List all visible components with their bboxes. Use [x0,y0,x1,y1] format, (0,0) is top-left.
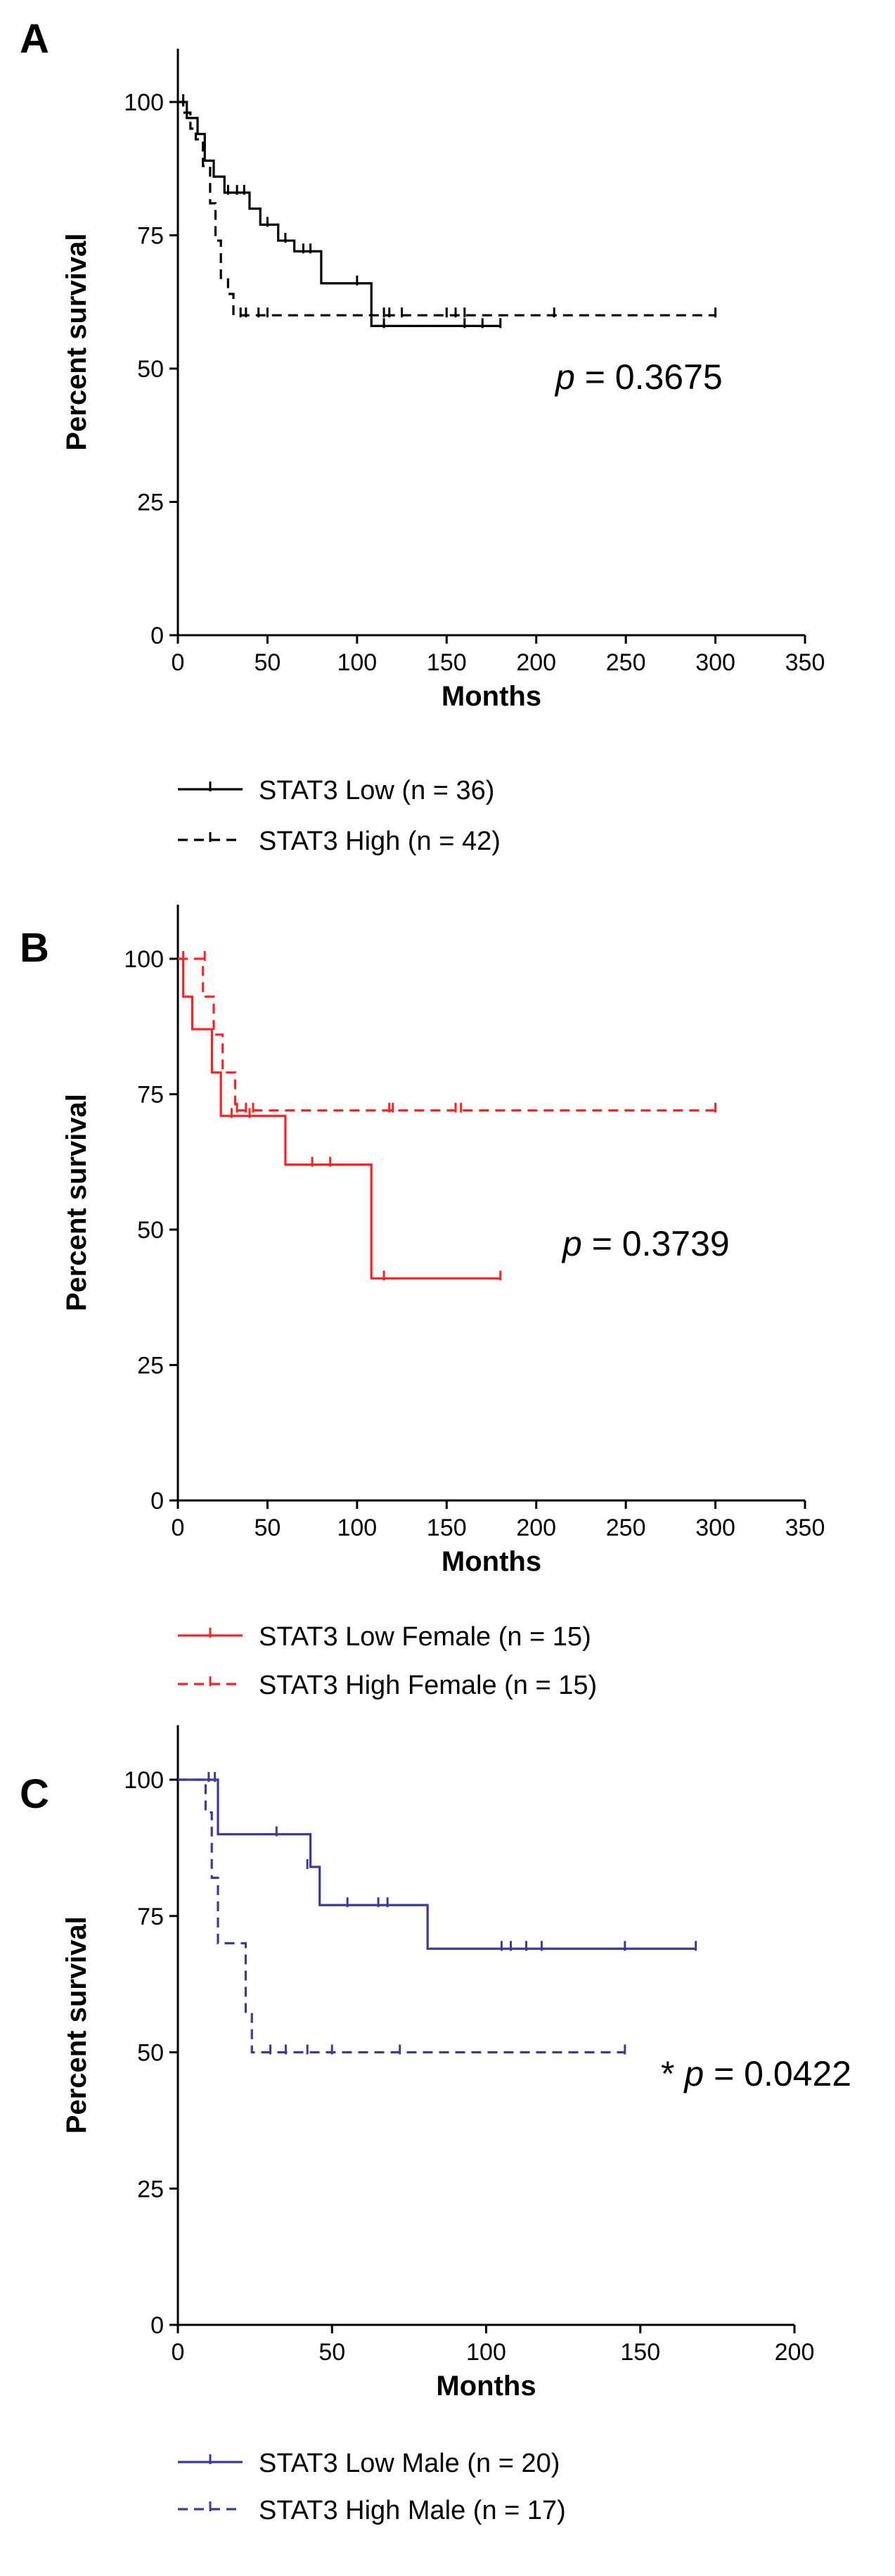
x-tick-label: 150 [620,2339,660,2366]
x-tick-label: 200 [516,1515,556,1541]
p-value-text: = 0.3675 [575,357,723,397]
survival-curve-2 [178,957,716,1112]
legend-label: STAT3 Low Male (n = 20) [259,2449,560,2478]
x-axis-label: Months [436,2371,536,2402]
x-tick-label: 200 [516,649,556,676]
x-tick-label: 250 [606,1515,646,1541]
x-tick-label: 50 [255,1515,281,1541]
y-tick-label: 50 [137,1217,164,1244]
y-tick-label: 100 [124,89,164,116]
panel-letter: B [20,925,49,971]
y-tick-label: 75 [137,223,164,250]
y-tick-label: 0 [150,623,164,649]
y-tick-label: 25 [137,490,164,516]
x-axis-label: Months [442,1546,541,1577]
x-tick-label: 100 [337,1515,377,1541]
legend-label: STAT3 High (n = 42) [259,827,501,856]
p-value-symbol: p [561,1224,582,1263]
y-axis-label: Percent survival [61,1094,92,1311]
panel-letter: A [20,16,49,62]
legend-label: STAT3 Low Female (n = 15) [259,1622,591,1652]
y-axis-label: Percent survival [61,234,92,451]
y-axis-label: Percent survival [61,1916,92,2134]
y-tick-label: 0 [150,1488,164,1515]
x-tick-label: 350 [785,1515,825,1541]
x-tick-label: 250 [606,649,646,676]
panel-b: B 0 25 50 75 100 0 50 100 150 200 250 300 350 Percent … [20,905,825,1700]
p-value-text: = 0.3739 [582,1224,730,1263]
x-tick-label: 0 [172,1515,185,1541]
x-tick-label: 0 [172,2339,185,2366]
survival-curve-1 [178,101,501,327]
x-tick-label: 50 [318,2339,345,2366]
x-tick-label: 100 [466,2339,506,2366]
legend-label: STAT3 High Male (n = 17) [259,2496,566,2525]
x-axis-label: Months [442,681,541,712]
y-tick-label: 100 [124,1767,164,1794]
y-tick-label: 0 [150,2312,164,2339]
y-tick-label: 25 [137,2176,164,2202]
panel-letter: C [20,1771,49,1817]
survival-curve-1 [178,957,501,1280]
panel-a: A 0 25 50 75 100 0 50 100 150 200 250 300 350 Percent … [20,16,825,856]
x-tick-label: 350 [785,649,825,676]
p-value-text: = 0.0422 [704,2054,851,2093]
x-tick-label: 200 [775,2339,815,2366]
y-tick-label: 100 [124,946,164,973]
y-tick-label: 25 [137,1353,164,1379]
y-tick-label: 50 [137,2040,164,2067]
y-tick-label: 75 [137,1904,164,1930]
x-tick-label: 300 [695,649,735,676]
y-tick-label: 50 [137,356,164,383]
x-tick-label: 100 [337,649,377,676]
p-value-annotation: p = 0.3675 [554,357,723,397]
p-value-symbol: p [683,2054,704,2093]
x-tick-label: 300 [695,1515,735,1541]
p-value-annotation: * p = 0.0422 [661,2054,851,2093]
p-value-prefix: * [661,2054,684,2093]
y-tick-label: 75 [137,1082,164,1109]
x-tick-label: 150 [427,1515,467,1541]
x-tick-label: 0 [172,649,185,676]
survival-curve-1 [178,1778,696,1950]
panel-c: C 0 25 50 75 100 0 50 100 150 200 Percent survival M… [20,1725,851,2525]
survival-curve-2 [178,1778,625,2054]
p-value-symbol: p [554,357,575,397]
x-tick-label: 50 [255,649,281,676]
x-tick-label: 150 [427,649,467,676]
survival-curve-2 [178,101,716,317]
legend-label: STAT3 Low (n = 36) [259,776,494,805]
p-value-annotation: p = 0.3739 [561,1224,730,1263]
legend-label: STAT3 High Female (n = 15) [259,1671,597,1700]
